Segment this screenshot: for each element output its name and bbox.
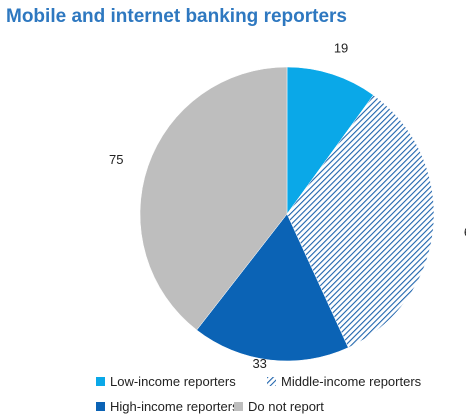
pie-slice-middle-income [286, 94, 435, 348]
pie-slice-high-income [196, 213, 349, 362]
legend-label-low-income: Low-income reporters [110, 374, 236, 389]
legend-item-low-income: Low-income reporters [96, 374, 236, 389]
pie-chart: 19 63 33 75 [109, 41, 466, 370]
data-label-middle-income: 63 [464, 224, 466, 239]
data-label-low-income: 19 [334, 41, 348, 56]
legend-swatch-do-not-report [234, 402, 243, 411]
legend-swatch-low-income [96, 377, 105, 386]
pie-slice-do-not-report [139, 66, 288, 331]
data-label-high-income: 33 [252, 356, 266, 370]
legend-item-do-not-report: Do not report [234, 399, 324, 414]
legend-item-high-income: High-income reporters [96, 399, 239, 414]
legend-item-middle-income: Middle-income reporters [267, 374, 421, 389]
legend-label-middle-income: Middle-income reporters [281, 374, 422, 389]
data-label-do-not-report: 75 [109, 152, 123, 167]
pie-slice-low-income [286, 66, 374, 215]
chart-title: Mobile and internet banking reporters [6, 6, 347, 27]
legend-label-do-not-report: Do not report [248, 399, 324, 414]
hatch-swatch-icon [267, 377, 276, 386]
legend-label-high-income: High-income reporters [110, 399, 239, 414]
legend-swatch-middle-income [267, 377, 276, 386]
legend-swatch-high-income [96, 402, 105, 411]
